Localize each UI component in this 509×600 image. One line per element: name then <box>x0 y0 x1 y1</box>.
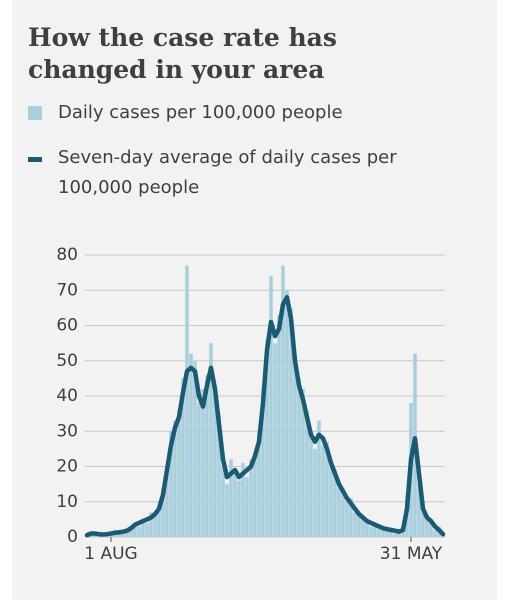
x-tick-label: 1 AUG <box>84 544 137 564</box>
bar <box>161 487 165 537</box>
bar <box>133 522 137 537</box>
y-tick-label: 30 <box>56 421 78 441</box>
bar <box>265 339 269 537</box>
bar <box>173 420 177 537</box>
bar <box>289 307 293 537</box>
bar <box>137 526 141 537</box>
legend-label: Seven-day average of daily cases per 100… <box>58 147 397 198</box>
bar <box>297 378 301 537</box>
bar <box>349 498 353 537</box>
bar <box>325 441 329 537</box>
bar <box>341 487 345 537</box>
bar <box>165 466 169 537</box>
bar <box>157 505 161 537</box>
legend-swatch <box>28 157 42 162</box>
bar <box>369 526 373 537</box>
bar <box>253 452 257 537</box>
bar <box>233 473 237 537</box>
bar <box>213 396 217 537</box>
bar <box>305 410 309 537</box>
bar <box>201 388 205 537</box>
bar <box>189 353 193 537</box>
bar <box>257 431 261 537</box>
bar <box>365 519 369 537</box>
bar <box>317 420 321 537</box>
bar <box>321 445 325 537</box>
y-tick-label: 0 <box>67 527 78 547</box>
chart-title: How the case rate has changed in your ar… <box>28 23 337 84</box>
bar <box>209 343 213 537</box>
y-tick-label: 40 <box>56 386 78 406</box>
bar <box>225 484 229 537</box>
bar <box>129 526 133 537</box>
bar <box>249 459 253 537</box>
bar <box>181 378 185 537</box>
bar <box>333 470 337 537</box>
bar <box>357 512 361 537</box>
bar <box>229 459 233 537</box>
bar <box>169 431 173 537</box>
bar <box>353 512 357 537</box>
bar <box>313 448 317 537</box>
bar <box>117 533 121 537</box>
bar <box>381 529 385 537</box>
bar <box>373 522 377 537</box>
bar <box>245 477 249 537</box>
bar <box>417 484 421 537</box>
bar <box>393 533 397 537</box>
y-tick-label: 10 <box>56 492 78 512</box>
bar <box>269 276 273 537</box>
bar <box>389 529 393 537</box>
bar <box>337 487 341 537</box>
bar <box>345 501 349 537</box>
bar <box>433 529 437 537</box>
bar <box>273 343 277 537</box>
y-tick-label: 60 <box>56 316 78 336</box>
x-tick-label: 31 MAY <box>380 544 443 564</box>
y-tick-label: 20 <box>56 457 78 477</box>
legend-swatch <box>28 106 42 120</box>
bar <box>205 374 209 537</box>
bar <box>421 512 425 537</box>
y-tick-label: 80 <box>56 245 78 265</box>
average-line <box>84 295 446 538</box>
bar <box>241 462 245 537</box>
bar <box>141 519 145 537</box>
bar <box>285 290 289 537</box>
y-tick-label: 50 <box>56 351 78 371</box>
bar <box>293 353 297 537</box>
bar <box>281 265 285 537</box>
bar <box>329 466 333 537</box>
bar <box>361 519 365 537</box>
bar <box>217 413 221 537</box>
bar <box>377 526 381 537</box>
bar <box>145 522 149 537</box>
bar <box>149 512 153 537</box>
bar <box>261 388 265 537</box>
bar <box>425 515 429 537</box>
bar <box>197 403 201 537</box>
y-tick-label: 70 <box>56 280 78 300</box>
legend-label: Daily cases per 100,000 people <box>58 102 343 123</box>
bar <box>177 410 181 537</box>
bar <box>153 515 157 537</box>
legend-item: Daily cases per 100,000 people <box>28 98 398 128</box>
bar <box>429 522 433 537</box>
bar <box>193 360 197 537</box>
bar <box>309 431 313 537</box>
bar <box>277 314 281 537</box>
bar <box>237 480 241 537</box>
bar <box>221 466 225 537</box>
bar <box>301 388 305 537</box>
bar <box>185 265 189 537</box>
legend-item: Seven-day average of daily cases per 100… <box>28 143 398 203</box>
bar <box>385 526 389 537</box>
bar <box>125 531 129 537</box>
